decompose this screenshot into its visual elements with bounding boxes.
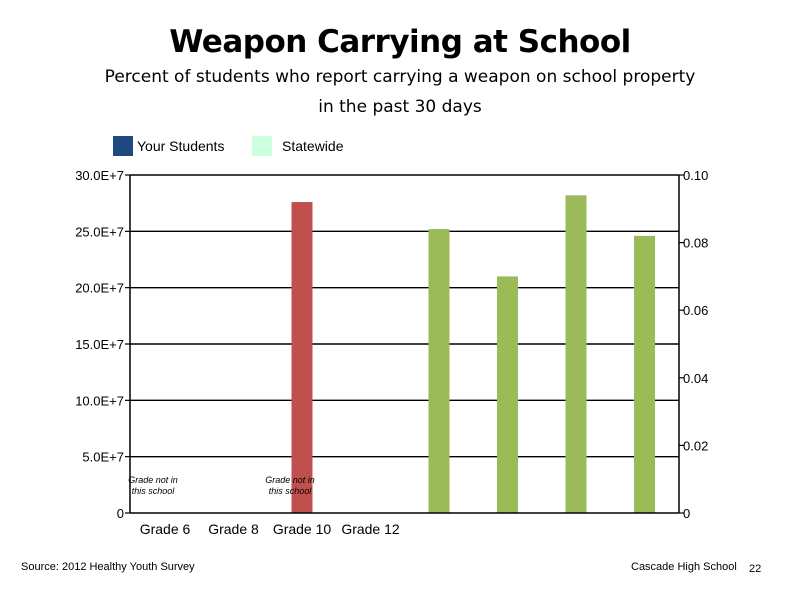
y-tick-label-right: 0	[683, 506, 690, 521]
legend-swatch-your-students	[113, 136, 133, 156]
x-tick-label: Grade 8	[208, 521, 259, 537]
legend-swatch-statewide	[252, 136, 272, 156]
x-tick-label: Grade 12	[341, 521, 400, 537]
page-number: 22	[749, 563, 762, 575]
bar	[634, 235, 655, 513]
y-tick-label-left: 0	[117, 506, 124, 521]
bar	[291, 202, 313, 514]
y-tick-label-left: 20.0E+7	[75, 281, 124, 296]
x-tick-label: Grade 6	[140, 521, 191, 537]
y-tick-label-left: 25.0E+7	[75, 224, 124, 239]
bar	[497, 276, 518, 513]
legend-item-statewide: Statewide	[252, 136, 343, 156]
chart-subtitle-line-1: Percent of students who report carrying …	[104, 67, 696, 87]
y-tick-label-right: 0.06	[683, 303, 708, 318]
legend-item-your-students: Your Students	[113, 136, 224, 156]
source-note: Source: 2012 Healthy Youth Survey	[21, 561, 195, 573]
legend-label-statewide: Statewide	[282, 138, 344, 154]
legend-label-your-students: Your Students	[137, 138, 225, 154]
y-tick-label-right: 0.02	[683, 438, 708, 453]
y-tick-label-left: 10.0E+7	[75, 393, 124, 408]
y-tick-label-left: 30.0E+7	[75, 168, 124, 183]
annotation-text: this school	[269, 486, 313, 496]
bar	[565, 195, 587, 513]
y-tick-label-left: 5.0E+7	[82, 450, 124, 465]
y-tick-label-right: 0.10	[683, 168, 708, 183]
y-tick-label-left: 15.0E+7	[75, 337, 124, 352]
chart-title: Weapon Carrying at School	[169, 24, 631, 60]
x-tick-label: Grade 10	[273, 521, 332, 537]
bar	[428, 229, 450, 513]
annotation-text: this school	[132, 486, 176, 496]
y-tick-label-right: 0.08	[683, 236, 708, 251]
y-tick-label-right: 0.04	[683, 371, 708, 386]
chart-subtitle-line-2: in the past 30 days	[318, 97, 482, 117]
annotation-text: Grade not in	[128, 475, 178, 485]
annotation-text: Grade not in	[265, 475, 315, 485]
school-name: Cascade High School	[631, 561, 737, 573]
